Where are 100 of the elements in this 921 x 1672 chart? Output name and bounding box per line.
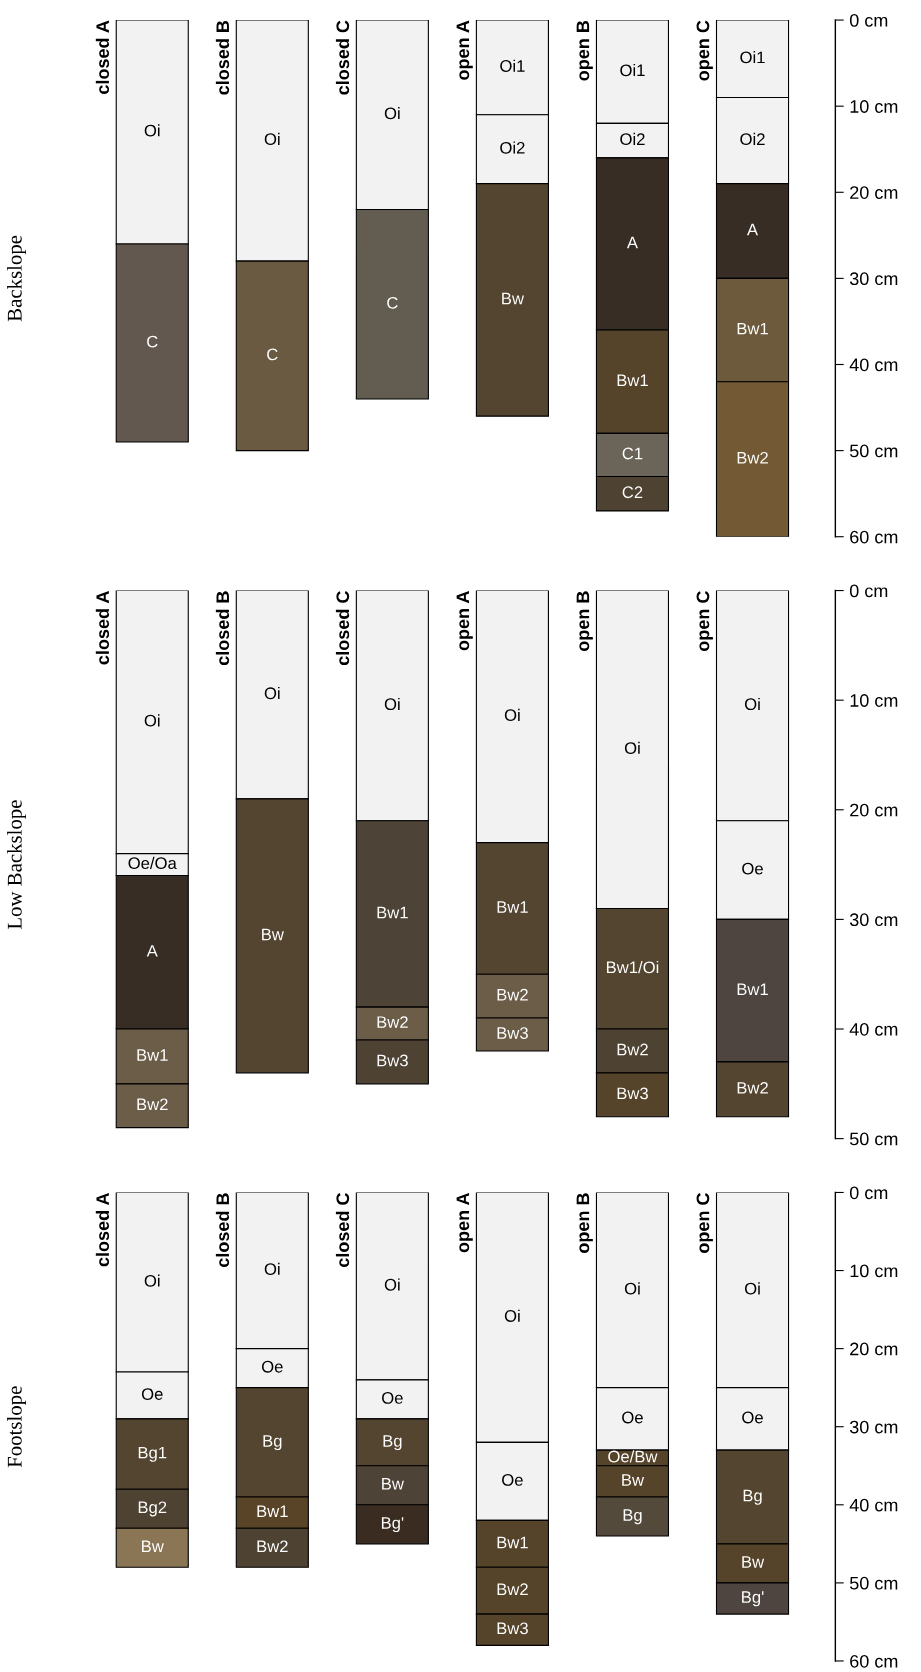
x-tick-label: open C: [696, 591, 713, 652]
x-tick-label: closed A: [95, 20, 110, 94]
data-label: Bw1: [377, 906, 408, 919]
y-tick-label: 10 cm: [850, 100, 898, 113]
data-label: Bg1: [138, 1446, 167, 1462]
x-tick-label: closed C: [335, 1192, 350, 1268]
data-label: Oe: [261, 1360, 283, 1373]
y-tick-label: 40 cm: [849, 1498, 898, 1512]
y-tick-label: 40 cm: [849, 1022, 898, 1036]
data-label: Bg: [383, 1435, 402, 1451]
data-label: A: [626, 236, 638, 249]
y-axis-title: Backslope: [7, 235, 26, 322]
data-label: Oi2: [620, 132, 645, 146]
data-label: Bw1/Oi: [606, 960, 659, 974]
x-tick-label: open A: [456, 591, 473, 651]
y-tick-label: 60 cm: [850, 530, 898, 544]
y-tick-label: 10 cm: [850, 694, 898, 707]
data-label: Oe: [382, 1392, 403, 1404]
data-label: Bw2: [617, 1043, 648, 1056]
data-label: Oi: [384, 107, 400, 120]
data-label: Bw2: [257, 1540, 288, 1553]
x-tick-label: closed A: [95, 1192, 110, 1267]
data-label: Oi1: [620, 63, 645, 77]
x-tick-label: closed A: [95, 591, 110, 665]
data-label: Bw3: [497, 1027, 528, 1039]
data-label: Bw1: [617, 374, 648, 387]
x-tick-label: open B: [576, 1193, 593, 1253]
data-label: Oi1: [740, 51, 765, 64]
x-tick-label: open C: [696, 20, 713, 81]
y-tick-label: 30 cm: [849, 913, 898, 927]
data-label: Oi: [624, 741, 640, 754]
data-label: Oi: [144, 124, 160, 137]
data-label: Bw: [742, 1556, 765, 1568]
y-tick-label: 60 cm: [850, 1654, 898, 1668]
data-label: Bw2: [377, 1016, 408, 1028]
data-label: Bw: [502, 292, 525, 305]
data-label: A: [146, 945, 158, 957]
data-label: Bw: [262, 928, 284, 941]
data-label: Bw1: [497, 901, 528, 913]
y-tick-label: 50 cm: [849, 444, 898, 458]
data-label: Bg2: [138, 1501, 167, 1517]
data-label: Oi: [384, 1278, 400, 1291]
data-label: Bw1: [737, 322, 768, 335]
data-label: Bg': [742, 1591, 764, 1607]
data-label: Bw1: [497, 1536, 528, 1549]
y-tick-label: 40 cm: [849, 358, 898, 372]
data-label: C1: [622, 447, 643, 460]
data-label: Oi: [504, 708, 520, 722]
data-label: Oi: [504, 1309, 520, 1322]
data-label: Oi: [624, 1282, 640, 1295]
data-label: Oi1: [500, 59, 525, 72]
data-label: Bw1: [737, 983, 768, 995]
data-label: Bw2: [497, 1583, 528, 1595]
data-label: Bw1: [137, 1049, 168, 1061]
data-label: Bw2: [497, 988, 528, 1001]
data-label: Oi: [264, 1262, 280, 1276]
data-label: Oi: [744, 1282, 760, 1295]
y-tick-label: 30 cm: [849, 1420, 898, 1434]
data-label: Bw1: [257, 1505, 288, 1517]
y-tick-label: 0 cm: [849, 14, 888, 27]
y-tick-label: 0 cm: [849, 1186, 888, 1200]
y-axis-title: Low Backslope: [7, 800, 26, 930]
x-tick-label: closed B: [215, 591, 230, 666]
data-label: Bw: [622, 1474, 645, 1486]
x-tick-label: open A: [456, 1192, 473, 1253]
x-tick-label: closed B: [215, 20, 230, 95]
x-tick-label: open B: [576, 20, 593, 81]
data-label: Oi: [144, 714, 160, 727]
data-label: A: [746, 223, 759, 236]
data-label: C2: [622, 486, 643, 499]
data-label: Bg': [381, 1517, 404, 1533]
x-tick-label: open A: [456, 20, 473, 80]
x-tick-label: open C: [696, 1192, 713, 1253]
y-tick-label: 0 cm: [849, 584, 888, 598]
data-label: Oi: [264, 686, 280, 700]
x-tick-label: closed C: [335, 591, 350, 666]
data-label: Oe: [742, 1411, 763, 1424]
data-label: Oi: [744, 697, 760, 711]
x-tick-label: closed C: [335, 20, 350, 95]
data-label: Oe: [622, 1411, 643, 1424]
data-label: C: [387, 296, 398, 309]
y-tick-label: 10 cm: [850, 1264, 898, 1278]
data-label: Oe: [742, 862, 763, 875]
y-tick-label: 20 cm: [850, 1342, 898, 1356]
data-label: Bw2: [737, 451, 768, 464]
data-label: Bw3: [497, 1622, 528, 1635]
data-label: Oi: [384, 697, 400, 711]
data-label: Oe: [141, 1388, 163, 1400]
data-label: Bw2: [737, 1081, 768, 1094]
data-label: Bw: [382, 1478, 404, 1490]
y-axis-title: Footslope: [7, 1386, 26, 1468]
data-label: Bw: [142, 1540, 164, 1553]
data-label: Oe/Bw: [608, 1450, 658, 1463]
data-label: Bg: [743, 1489, 762, 1505]
data-label: C: [147, 335, 158, 348]
data-label: Bw2: [137, 1098, 168, 1111]
y-tick-label: 50 cm: [849, 1576, 898, 1590]
data-label: Bw3: [617, 1087, 648, 1100]
y-tick-label: 30 cm: [849, 272, 898, 286]
data-label: Oi: [264, 132, 280, 146]
